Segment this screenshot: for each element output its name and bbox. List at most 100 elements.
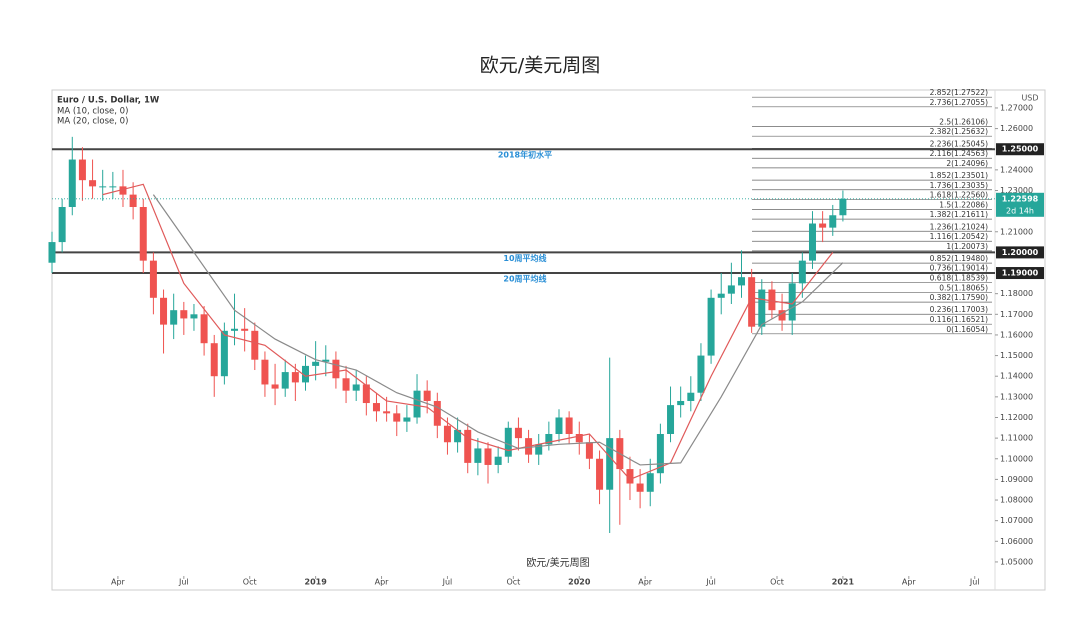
y-tick-label: 1.08000 [1000,496,1033,505]
countdown-label: 2d 14h [1006,206,1034,215]
symbol-label: Euro / U.S. Dollar, 1W [57,96,160,106]
candle-body [839,198,847,216]
candle-body [443,425,451,443]
fib-label: 2(1.24096) [946,159,988,168]
fib-label: 1.116(1.20542) [930,232,988,241]
candle-body [352,384,360,391]
level-tag [996,246,1044,259]
x-tick-label: Jul [178,578,189,587]
candle-body [332,359,340,379]
candle-body [139,207,147,261]
candle-body [180,310,188,319]
currency-label: USD [1021,94,1038,103]
fib-label: 2.236(1.25045) [930,139,988,148]
candle-body [535,444,543,455]
y-tick-label: 1.18000 [1000,289,1033,298]
candle-body [393,413,401,422]
candle-body [626,469,634,484]
x-tick-label: Apr [638,578,653,587]
fib-label: 1.618(1.22560) [930,191,988,200]
x-tick-label: Apr [111,578,126,587]
y-tick-label: 1.13000 [1000,392,1033,401]
candle-body [636,483,644,492]
fib-label: 1.736(1.23035) [930,181,988,190]
y-tick-label: 1.05000 [1000,557,1033,566]
fib-label: 0.116(1.16521) [930,315,988,324]
candle-body [312,361,320,366]
candle-body [565,417,573,434]
candle-body [99,186,107,188]
level-tag-label: 1.19000 [1002,269,1039,278]
fib-label: 2.5(1.26106) [939,117,988,126]
level-tag [996,143,1044,156]
y-tick-label: 1.06000 [1000,537,1033,546]
level-text: 20周平均线 [503,274,546,284]
candle-body [68,159,76,208]
candle-body [403,417,411,422]
candle-body [717,293,725,298]
fib-label: 0.736(1.19014) [930,264,988,273]
candle-body [170,310,178,325]
y-tick-label: 1.16000 [1000,330,1033,339]
candle-body [829,215,837,228]
fib-label: 1.5(1.22086) [939,200,988,209]
x-tick-label: Apr [375,578,390,587]
fib-label: 0(1.16054) [946,325,988,334]
level-tag-label: 1.20000 [1002,248,1039,257]
candle-body [301,365,309,383]
x-tick-label: Oct [506,578,520,587]
candle-body [220,330,228,377]
level-tag-label: 1.25000 [1002,145,1039,154]
candle-body [514,427,522,439]
candle-body [646,473,654,492]
y-tick-label: 1.10000 [1000,454,1033,463]
candle-body [798,260,806,284]
fib-label: 2.116(1.24563) [930,149,988,158]
candle-body [677,400,685,406]
candle-body [667,405,675,434]
candle-body [494,456,502,465]
candle-body [545,433,553,445]
y-tick-label: 1.14000 [1000,372,1033,381]
candle-body [738,277,746,286]
candle-body [342,378,350,391]
chart-title: 欧元/美元周图 [480,55,600,77]
candle-body [271,384,279,389]
candle-body [748,277,756,327]
candle-body [261,359,269,385]
ma-line [152,194,844,466]
candle-body [109,186,117,188]
candle-body [504,427,512,457]
candle-body [575,433,583,443]
candle-body [819,223,827,228]
fib-label: 2.852(1.27522) [930,88,988,97]
candle-body [707,297,715,356]
x-tick-label: Oct [243,578,257,587]
candle-body [464,429,472,463]
candle-body [768,289,776,311]
y-tick-label: 1.23000 [1000,186,1033,195]
y-tick-label: 1.17000 [1000,310,1033,319]
fib-label: 1(1.20073) [946,242,988,251]
candle-body [555,417,563,434]
candle-body [362,384,370,404]
x-tick-label: Jul [442,578,453,587]
ma-line [102,183,834,481]
x-tick-label: 2020 [568,578,591,587]
candle-body [372,403,380,412]
candle-body [190,314,198,319]
candle-body [413,390,421,418]
candle-body [758,289,766,327]
last-price-label: 1.22598 [1002,194,1039,203]
y-tick-label: 1.27000 [1000,103,1033,112]
fib-label: 1.382(1.21611) [930,210,988,219]
x-tick-label: 2021 [832,578,855,587]
candle-body [48,242,56,263]
candle-body [423,390,431,401]
candle-body [89,180,97,187]
x-tick-label: 2019 [305,578,328,587]
fib-label: 2.736(1.27055) [930,98,988,107]
fib-label: 0.236(1.17003) [930,305,988,314]
